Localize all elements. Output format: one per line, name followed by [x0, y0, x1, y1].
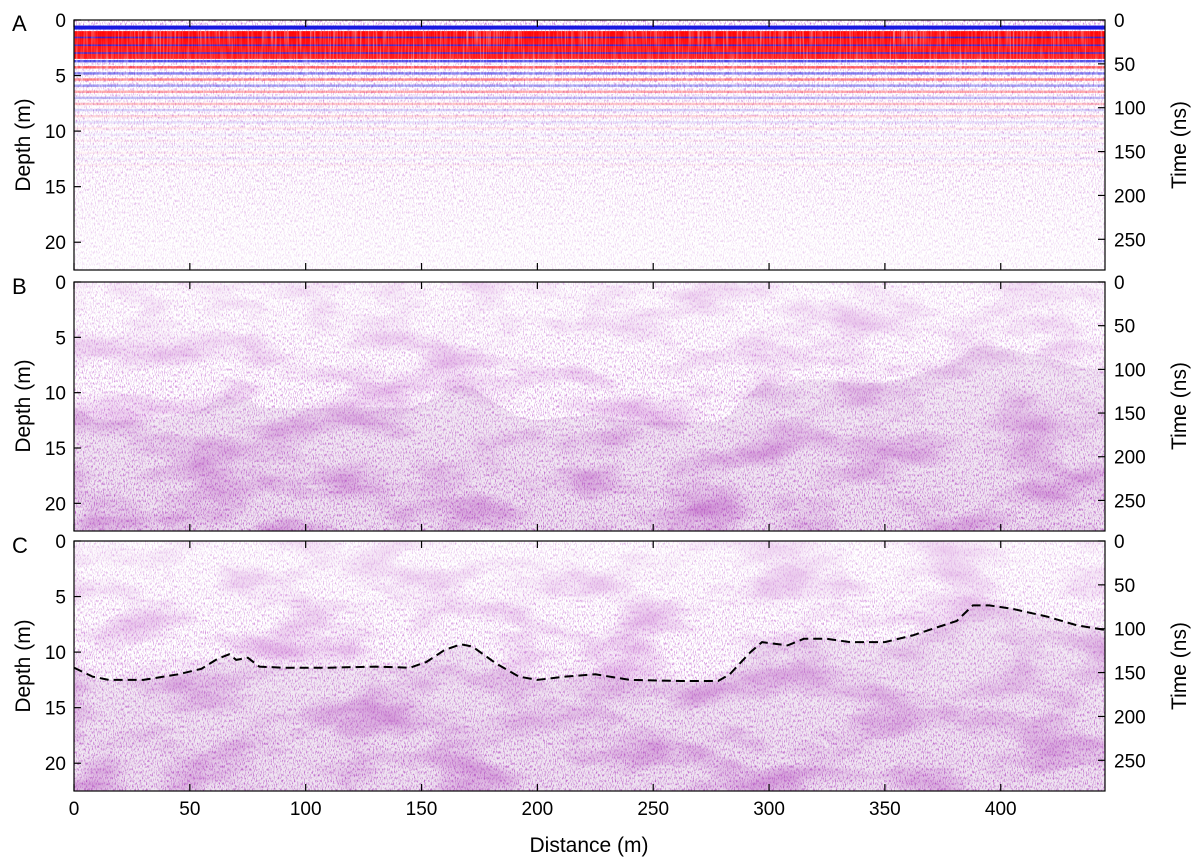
time-tick-label: 50 [1114, 55, 1135, 76]
depth-tick-label: 20 [45, 754, 66, 775]
time-tick-label: 200 [1114, 448, 1146, 469]
panel-a: A Depth (m) Time (ns) 051015200501001502… [12, 11, 1191, 271]
x-tick-label: 350 [869, 799, 901, 820]
x-tick-label: 50 [179, 799, 200, 820]
x-tick-label: 100 [290, 799, 322, 820]
time-tick-label: 0 [1114, 11, 1125, 32]
panel-c: C Depth (m) Time (ns) 051015200501001502… [12, 532, 1191, 820]
time-tick-label: 50 [1114, 576, 1135, 597]
x-tick-label: 200 [522, 799, 554, 820]
panel-a-frame [73, 19, 1106, 271]
panel-c-frame [73, 540, 1106, 792]
time-tick-label: 250 [1114, 230, 1146, 251]
depth-tick-label: 10 [45, 122, 66, 143]
time-tick-label: 150 [1114, 143, 1146, 164]
depth-tick-label: 0 [55, 273, 66, 294]
panel-a-ylabel-left: Depth (m) [12, 98, 35, 191]
time-tick-label: 150 [1114, 664, 1146, 685]
depth-tick-label: 10 [45, 643, 66, 664]
x-tick-label: 0 [69, 799, 80, 820]
time-tick-label: 50 [1114, 317, 1135, 338]
x-tick-label: 150 [406, 799, 438, 820]
time-tick-label: 100 [1114, 99, 1146, 120]
time-tick-label: 100 [1114, 360, 1146, 381]
depth-tick-label: 20 [45, 233, 66, 254]
depth-tick-label: 15 [45, 439, 66, 460]
panel-c-ylabel-right: Time (ns) [1168, 622, 1191, 710]
depth-tick-label: 10 [45, 384, 66, 405]
depth-tick-label: 5 [55, 328, 66, 349]
time-tick-label: 250 [1114, 491, 1146, 512]
x-tick-label: 400 [985, 799, 1017, 820]
depth-tick-label: 0 [55, 11, 66, 32]
depth-tick-label: 15 [45, 699, 66, 720]
time-tick-label: 0 [1114, 273, 1125, 294]
x-tick-label: 250 [637, 799, 669, 820]
depth-tick-label: 0 [55, 532, 66, 553]
depth-tick-label: 5 [55, 588, 66, 609]
panel-b: B Depth (m) Time (ns) 051015200501001502… [12, 273, 1191, 532]
x-axis-ticks: 0 50 100 150 200 250 300 350 400 [69, 799, 1017, 820]
panel-b-ylabel-right: Time (ns) [1168, 362, 1191, 450]
time-tick-label: 150 [1114, 404, 1146, 425]
time-tick-label: 250 [1114, 751, 1146, 772]
time-tick-label: 200 [1114, 707, 1146, 728]
panel-b-frame [73, 281, 1106, 532]
panel-c-ylabel-left: Depth (m) [12, 619, 35, 712]
depth-tick-label: 20 [45, 494, 66, 515]
time-tick-label: 200 [1114, 186, 1146, 207]
panel-a-ylabel-right: Time (ns) [1168, 101, 1191, 189]
time-tick-label: 0 [1114, 532, 1125, 553]
reflector-dashed-line [74, 604, 1105, 682]
panel-c-label: C [12, 533, 28, 558]
x-axis-label: Distance (m) [529, 834, 648, 857]
panel-b-ylabel-left: Depth (m) [12, 359, 35, 452]
depth-tick-label: 5 [55, 67, 66, 88]
panel-a-label: A [12, 11, 27, 36]
time-tick-label: 100 [1114, 620, 1146, 641]
depth-tick-label: 15 [45, 178, 66, 199]
x-tick-label: 300 [753, 799, 785, 820]
panel-b-label: B [12, 274, 27, 299]
